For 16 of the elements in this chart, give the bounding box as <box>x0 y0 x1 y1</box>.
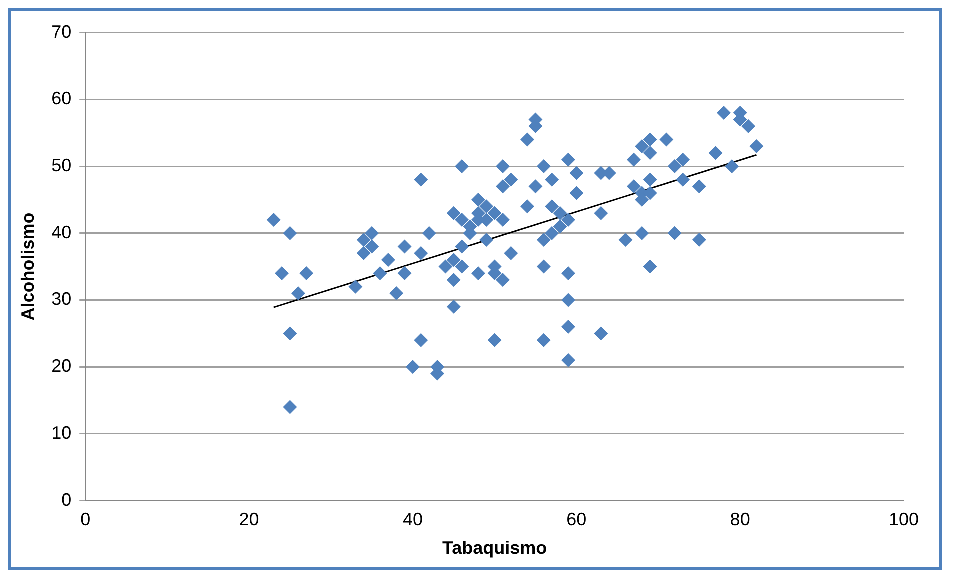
x-tick-label: 40 <box>402 510 423 530</box>
y-axis-title: Alcoholismo <box>18 212 38 321</box>
y-tick-label: 60 <box>52 88 72 109</box>
y-tick-label: 10 <box>52 422 72 443</box>
x-tick-label: 80 <box>730 510 750 530</box>
x-tick-label: 100 <box>888 510 920 530</box>
y-tick-label: 30 <box>52 289 72 310</box>
x-tick-label: 20 <box>239 510 260 530</box>
x-tick-label: 60 <box>566 510 587 530</box>
y-tick-label: 20 <box>52 356 72 376</box>
x-tick-label: 0 <box>80 510 91 530</box>
x-axis-title: Tabaquismo <box>442 538 548 558</box>
y-tick-label: 50 <box>52 155 72 176</box>
y-tick-label: 0 <box>62 490 72 510</box>
y-tick-label: 40 <box>52 222 72 242</box>
y-tick-label: 70 <box>52 22 72 42</box>
